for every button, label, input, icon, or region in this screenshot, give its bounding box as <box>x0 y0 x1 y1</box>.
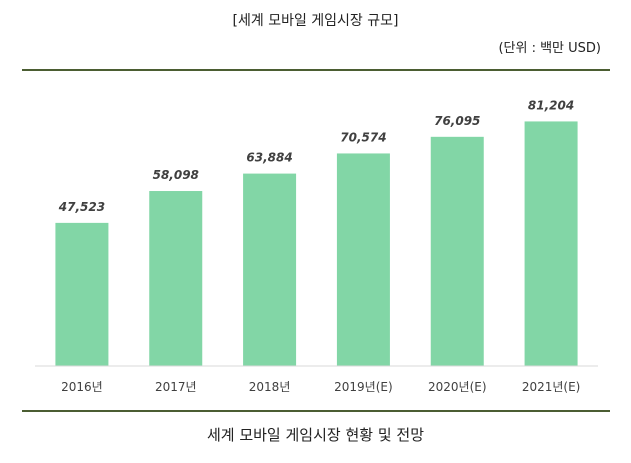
value-label-5: 81,204 <box>528 98 574 112</box>
bottom-divider <box>22 410 610 412</box>
chart-title: [세계 모바일 게임시장 규모] <box>232 13 399 29</box>
category-label-3: 2019년(E) <box>334 380 393 394</box>
category-label-5: 2021년(E) <box>522 380 581 394</box>
chart-caption: 세계 모바일 게임시장 현황 및 전망 <box>206 426 425 444</box>
bar-0 <box>55 222 109 366</box>
top-divider <box>22 69 610 71</box>
bar-4 <box>430 136 484 366</box>
bar-1 <box>149 191 203 366</box>
value-label-0: 47,523 <box>58 200 105 214</box>
category-label-4: 2020년(E) <box>428 380 487 394</box>
category-label-1: 2017년 <box>155 380 197 394</box>
category-label-0: 2016년 <box>61 380 103 394</box>
value-label-2: 63,884 <box>246 151 292 165</box>
value-label-1: 58,098 <box>153 168 199 182</box>
bar-5 <box>524 121 578 367</box>
value-label-3: 70,574 <box>340 130 386 144</box>
bar-2 <box>243 173 297 366</box>
value-label-4: 76,095 <box>434 114 480 128</box>
unit-label: (단위 : 백만 USD) <box>498 41 601 56</box>
bar-3 <box>336 153 390 366</box>
category-label-2: 2018년 <box>249 380 291 394</box>
